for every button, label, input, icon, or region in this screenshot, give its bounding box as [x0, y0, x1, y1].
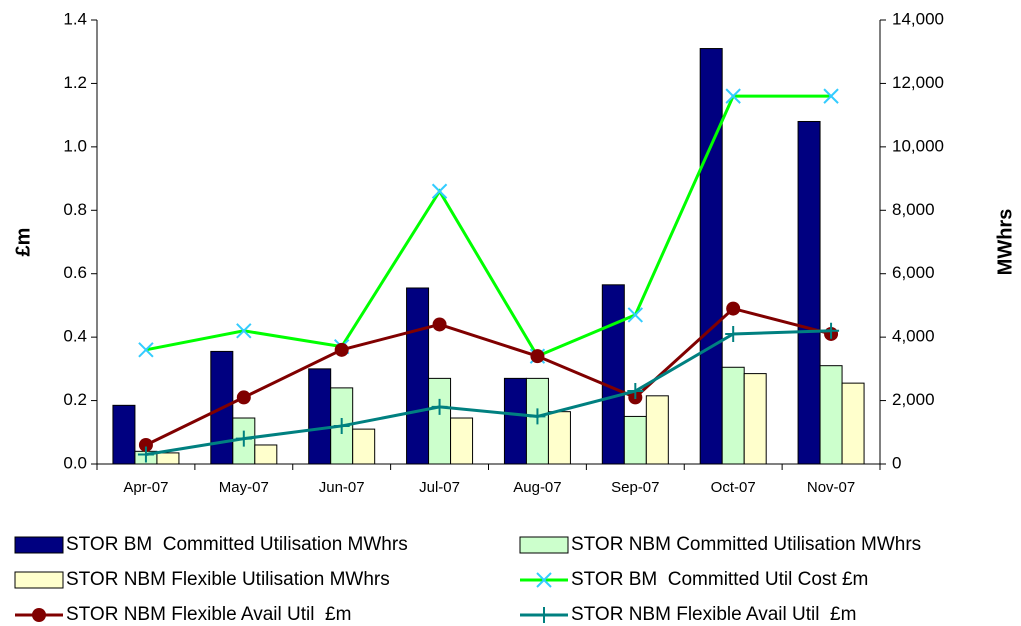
marker — [823, 322, 840, 339]
bar — [841, 382, 865, 465]
marker — [725, 88, 741, 104]
marker — [530, 349, 545, 364]
y2-tick-label: 8,000 — [892, 200, 935, 219]
bar — [503, 377, 527, 465]
bar — [797, 120, 821, 465]
legend-label: STOR BM Committed Utilisation MWhrs — [66, 534, 408, 555]
bar — [156, 452, 180, 465]
y-tick-label: 0.0 — [63, 453, 87, 472]
x-tick-label: Oct-07 — [711, 479, 756, 496]
x-tick-label: Nov-07 — [807, 479, 855, 496]
bar — [112, 404, 136, 465]
marker — [431, 398, 448, 415]
bar — [623, 415, 647, 465]
marker — [725, 325, 742, 342]
y-tick-label: 0.2 — [63, 390, 87, 409]
marker — [431, 183, 448, 199]
y-tick-label: 1.0 — [63, 136, 87, 155]
marker — [235, 430, 252, 447]
marker — [536, 607, 552, 623]
line — [145, 306, 832, 447]
legend-swatch — [14, 571, 64, 589]
legend-label: STOR NBM Flexible Avail Util £m — [571, 604, 856, 625]
legend-swatch — [519, 536, 569, 554]
legend-label: STOR NBM Flexible Avail Util £m — [66, 604, 351, 625]
marker — [536, 572, 552, 588]
bar — [308, 368, 332, 465]
bar — [428, 377, 452, 465]
marker — [137, 446, 154, 463]
y-tick-label: 0.4 — [63, 327, 87, 346]
y2-tick-label: 4,000 — [892, 327, 935, 346]
x-tick-label: Jul-07 — [419, 479, 460, 496]
bar — [721, 366, 745, 465]
legend-swatch — [14, 536, 64, 554]
legend-label: STOR NBM Committed Utilisation MWhrs — [571, 534, 921, 555]
bar — [450, 417, 474, 465]
legend-label: STOR BM Committed Util Cost £m — [571, 569, 868, 590]
y2-tick-label: 6,000 — [892, 263, 935, 282]
x-tick-label: Jun-07 — [319, 479, 365, 496]
y2-tick-label: 14,000 — [892, 9, 944, 28]
y2-tick-label: 10,000 — [892, 136, 944, 155]
marker — [138, 342, 154, 358]
y2-tick-label: 12,000 — [892, 73, 944, 92]
y-axis-label: £m — [12, 228, 34, 257]
line — [145, 94, 832, 359]
y-tick-label: 1.4 — [63, 9, 87, 28]
bar — [743, 373, 767, 465]
marker — [627, 383, 644, 400]
marker — [627, 307, 644, 323]
line — [145, 329, 832, 456]
y2-axis-label: MWhrs — [994, 209, 1016, 276]
y-tick-label: 1.2 — [63, 73, 87, 92]
x-tick-label: Sep-07 — [611, 479, 659, 496]
y-tick-label: 0.8 — [63, 200, 87, 219]
bar — [699, 48, 723, 465]
marker — [334, 342, 349, 357]
bar — [406, 287, 430, 465]
x-tick-label: Aug-07 — [513, 479, 561, 496]
bar — [645, 395, 669, 465]
bar — [547, 411, 571, 465]
y-tick-label: 0.6 — [63, 263, 87, 282]
marker — [236, 390, 251, 405]
x-tick-label: Apr-07 — [123, 479, 168, 496]
marker — [432, 317, 447, 332]
marker — [529, 408, 546, 425]
marker — [726, 301, 741, 316]
marker — [236, 323, 252, 339]
bar — [819, 365, 843, 465]
bar — [601, 284, 625, 465]
marker — [823, 88, 839, 104]
bar — [254, 444, 278, 465]
legend-label: STOR NBM Flexible Utilisation MWhrs — [66, 569, 390, 590]
y2-tick-label: 2,000 — [892, 390, 935, 409]
marker — [32, 608, 46, 622]
marker — [333, 417, 350, 434]
marker — [138, 437, 153, 452]
y2-tick-label: 0 — [892, 453, 901, 472]
x-tick-label: May-07 — [219, 479, 269, 496]
bar — [352, 428, 376, 465]
